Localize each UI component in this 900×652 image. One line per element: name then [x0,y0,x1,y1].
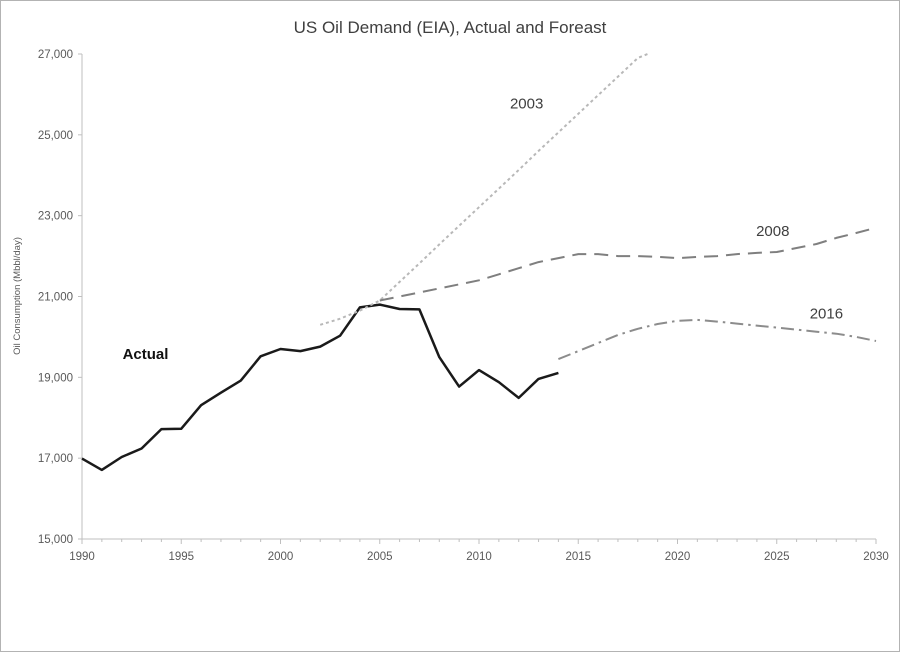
series-label-actual: Actual [123,346,169,363]
y-tick-label: 19,000 [38,372,73,384]
x-tick-label: 2010 [466,551,492,563]
x-tick-label: 1995 [168,551,194,563]
x-tick-label: 2020 [665,551,691,563]
x-tick-label: 2015 [565,551,591,563]
series-label-2003: 2003 [510,95,543,112]
x-tick-label: 2005 [367,551,393,563]
series-label-2016: 2016 [810,306,843,323]
y-tick-label: 21,000 [38,292,73,304]
y-tick-label: 23,000 [38,211,73,223]
x-tick-label: 1990 [69,551,95,563]
y-tick-label: 17,000 [38,453,73,465]
series-label-2008: 2008 [756,223,789,240]
x-tick-label: 2030 [863,551,889,563]
series-line-2016 [558,318,877,361]
y-tick-label: 27,000 [38,49,73,61]
x-tick-label: 2000 [268,551,294,563]
series-line-2008 [379,226,877,302]
series-line-actual [81,303,559,472]
chart-title: US Oil Demand (EIA), Actual and Foreast [293,18,607,37]
x-tick-label: 2025 [764,551,790,563]
y-tick-label: 25,000 [38,130,73,142]
series-line-2003 [319,53,649,326]
y-tick-label: 15,000 [38,534,73,546]
